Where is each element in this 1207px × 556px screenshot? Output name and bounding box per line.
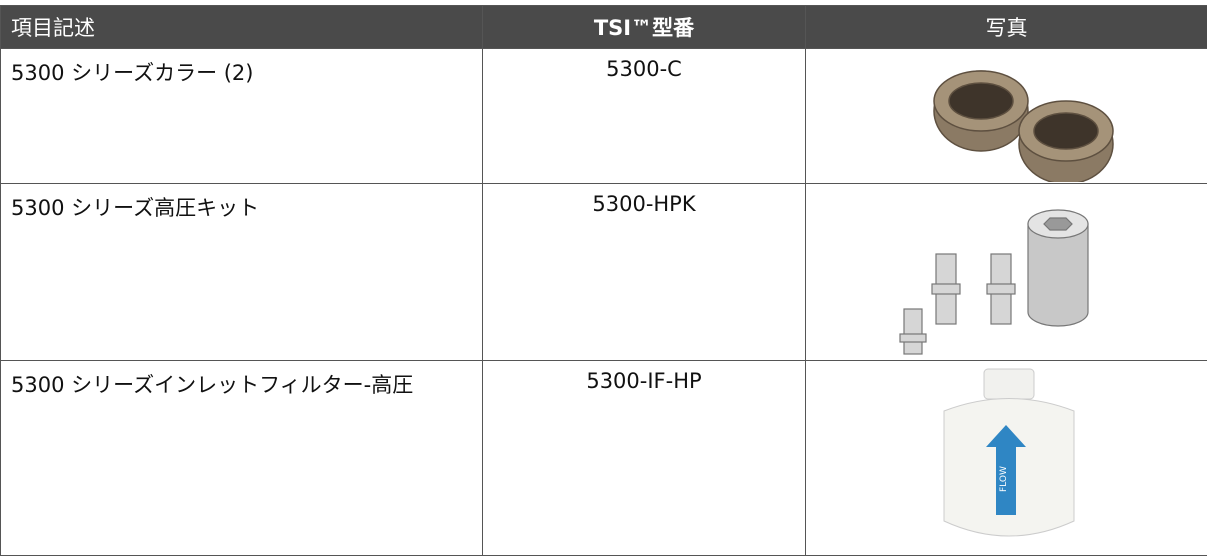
header-cell: TSI™型番 (482, 5, 806, 49)
photo: FLOW (805, 360, 1207, 556)
description: 5300 シリーズインレットフィルター-高圧 (0, 360, 483, 556)
row: 5300 シリーズ高圧キット 5300-HPK (0, 183, 1207, 361)
header-cell: 項目記述 (0, 5, 483, 49)
model-number: 5300-HPK (482, 183, 806, 361)
description: 5300 シリーズカラー (2) (0, 48, 483, 184)
photo (805, 48, 1207, 184)
description: 5300 シリーズ高圧キット (0, 183, 483, 361)
header-row: 項目記述 TSI™型番 写真 (0, 5, 1207, 49)
parts-table: 項目記述 TSI™型番 写真 5300 シリーズカラー (2) 5300-C 5… (0, 5, 1207, 556)
collar-photo (933, 70, 1114, 182)
photo-label: FLOW (999, 466, 1009, 492)
row: 5300 シリーズカラー (2) 5300-C (0, 48, 1207, 184)
kit-photo (899, 209, 1089, 355)
header-cell: 写真 (805, 5, 1207, 49)
model-number: 5300-C (482, 48, 806, 184)
model-number: 5300-IF-HP (482, 360, 806, 556)
row: 5300 シリーズインレットフィルター-高圧 5300-IF-HP FLOW (0, 360, 1207, 556)
filter-photo: FLOW (943, 368, 1075, 537)
photo (805, 183, 1207, 361)
